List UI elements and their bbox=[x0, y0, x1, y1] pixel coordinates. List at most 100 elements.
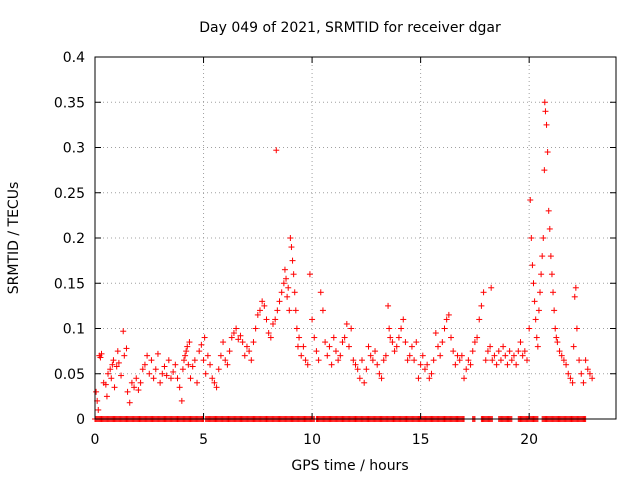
data-point bbox=[488, 284, 495, 291]
y-axis-label: SRMTID / TECUs bbox=[6, 182, 22, 295]
data-point bbox=[391, 348, 398, 355]
y-tick-label: 0.35 bbox=[54, 95, 85, 111]
y-tick-label: 0.3 bbox=[63, 141, 85, 157]
data-point bbox=[304, 361, 311, 368]
data-point bbox=[226, 348, 233, 355]
data-point bbox=[281, 266, 288, 273]
data-point bbox=[350, 357, 357, 364]
x-tick-label: 15 bbox=[412, 432, 430, 448]
data-point bbox=[558, 352, 565, 359]
data-point bbox=[510, 352, 517, 359]
data-point bbox=[217, 352, 224, 359]
data-point bbox=[294, 343, 301, 350]
data-point bbox=[97, 354, 104, 361]
data-point bbox=[474, 334, 481, 341]
data-point bbox=[98, 350, 105, 357]
data-point bbox=[378, 375, 385, 382]
data-point bbox=[184, 343, 191, 350]
data-point bbox=[108, 375, 115, 382]
data-point bbox=[515, 348, 522, 355]
data-point bbox=[200, 357, 207, 364]
data-point bbox=[167, 375, 174, 382]
data-point bbox=[489, 357, 496, 364]
data-point bbox=[352, 361, 359, 368]
x-tick-label: 10 bbox=[303, 432, 321, 448]
data-point bbox=[400, 316, 407, 323]
data-point bbox=[152, 366, 159, 373]
data-point bbox=[224, 361, 231, 368]
data-point bbox=[369, 357, 376, 364]
data-point bbox=[469, 348, 476, 355]
data-point bbox=[246, 348, 253, 355]
data-point bbox=[124, 388, 131, 395]
data-point bbox=[491, 352, 498, 359]
data-point bbox=[328, 361, 335, 368]
data-point bbox=[239, 339, 246, 346]
data-point bbox=[380, 357, 387, 364]
data-point bbox=[361, 379, 368, 386]
data-point bbox=[443, 316, 450, 323]
data-point bbox=[172, 361, 179, 368]
data-point bbox=[322, 339, 329, 346]
data-point bbox=[582, 357, 589, 364]
data-point bbox=[513, 361, 520, 368]
data-point bbox=[141, 361, 148, 368]
data-point bbox=[201, 334, 208, 341]
data-point bbox=[461, 375, 468, 382]
data-point bbox=[528, 235, 535, 241]
data-point bbox=[109, 361, 116, 368]
data-point bbox=[265, 330, 272, 337]
data-point bbox=[289, 257, 296, 264]
data-point bbox=[363, 366, 370, 373]
data-point bbox=[222, 357, 229, 364]
data-point bbox=[552, 325, 559, 332]
data-point bbox=[560, 357, 567, 364]
data-point bbox=[554, 339, 561, 346]
data-point bbox=[159, 370, 166, 377]
data-point bbox=[273, 147, 280, 154]
data-point bbox=[497, 357, 504, 364]
data-point bbox=[191, 357, 198, 364]
data-point bbox=[432, 330, 439, 337]
data-point bbox=[539, 253, 546, 260]
data-point bbox=[150, 375, 157, 382]
data-point bbox=[123, 345, 130, 352]
data-point bbox=[274, 307, 281, 314]
data-point bbox=[482, 357, 489, 364]
data-point bbox=[332, 348, 339, 355]
data-point bbox=[187, 375, 194, 382]
data-point bbox=[393, 343, 400, 350]
data-point bbox=[476, 316, 483, 323]
data-point bbox=[421, 366, 428, 373]
data-point bbox=[139, 366, 146, 373]
data-point bbox=[131, 384, 138, 391]
data-point bbox=[176, 384, 183, 391]
data-point bbox=[107, 366, 114, 373]
data-point bbox=[228, 334, 235, 341]
data-point bbox=[502, 352, 509, 359]
data-point bbox=[235, 336, 242, 343]
data-point bbox=[550, 289, 557, 296]
data-point bbox=[426, 375, 433, 382]
data-point bbox=[284, 293, 291, 300]
data-point bbox=[567, 375, 574, 382]
data-point bbox=[506, 348, 513, 355]
data-point bbox=[533, 334, 540, 341]
data-point bbox=[465, 357, 472, 364]
data-point bbox=[547, 253, 554, 260]
data-point bbox=[540, 235, 547, 241]
data-point bbox=[542, 108, 549, 115]
data-point bbox=[534, 343, 541, 350]
data-point bbox=[335, 357, 342, 364]
data-point bbox=[324, 352, 331, 359]
data-point bbox=[182, 352, 189, 359]
data-point bbox=[452, 361, 459, 368]
data-point bbox=[424, 361, 431, 368]
data-point bbox=[495, 348, 502, 355]
data-point bbox=[365, 343, 372, 350]
data-point bbox=[537, 289, 544, 296]
data-point bbox=[178, 397, 185, 404]
data-point bbox=[252, 325, 259, 332]
grid-lines bbox=[95, 57, 616, 419]
